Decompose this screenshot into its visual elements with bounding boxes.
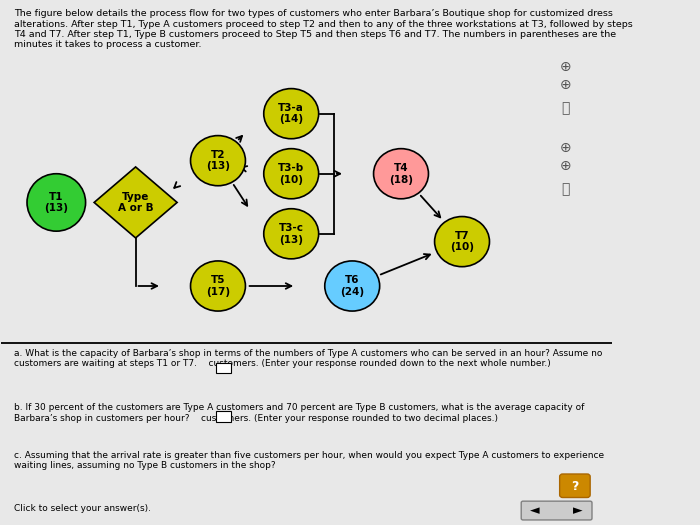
Ellipse shape xyxy=(27,174,85,231)
Ellipse shape xyxy=(264,89,318,139)
Ellipse shape xyxy=(264,209,318,259)
Ellipse shape xyxy=(325,261,379,311)
Text: ◄: ◄ xyxy=(531,504,540,517)
Text: c. Assuming that the arrival rate is greater than five customers per hour, when : c. Assuming that the arrival rate is gre… xyxy=(13,450,603,470)
FancyBboxPatch shape xyxy=(560,474,590,498)
Text: Click to select your answer(s).: Click to select your answer(s). xyxy=(13,504,151,513)
Ellipse shape xyxy=(374,149,428,199)
Text: ⊕: ⊕ xyxy=(560,60,572,74)
Polygon shape xyxy=(94,167,177,238)
Text: T1
(13): T1 (13) xyxy=(44,192,69,213)
Text: a. What is the capacity of Barbara’s shop in terms of the numbers of Type A cust: a. What is the capacity of Barbara’s sho… xyxy=(13,349,602,368)
Text: The figure below details the process flow for two types of customers who enter B: The figure below details the process flo… xyxy=(13,9,632,49)
Text: Type
A or B: Type A or B xyxy=(118,192,153,213)
Text: T5
(17): T5 (17) xyxy=(206,275,230,297)
Ellipse shape xyxy=(190,135,246,186)
Text: T3-c
(13): T3-c (13) xyxy=(279,223,304,245)
Text: T4
(18): T4 (18) xyxy=(389,163,413,184)
Text: T2
(13): T2 (13) xyxy=(206,150,230,172)
Text: b. If 30 percent of the customers are Type A customers and 70 percent are Type B: b. If 30 percent of the customers are Ty… xyxy=(13,404,584,423)
Text: ⧉: ⧉ xyxy=(561,101,570,116)
FancyBboxPatch shape xyxy=(522,501,592,520)
FancyBboxPatch shape xyxy=(216,363,232,373)
Text: ⊕: ⊕ xyxy=(560,159,572,173)
Text: ⧉: ⧉ xyxy=(561,182,570,196)
Ellipse shape xyxy=(190,261,246,311)
Text: ⊕: ⊕ xyxy=(560,141,572,154)
Text: ?: ? xyxy=(571,479,579,492)
Text: T3-b
(10): T3-b (10) xyxy=(278,163,304,184)
Ellipse shape xyxy=(264,149,318,199)
Ellipse shape xyxy=(435,216,489,267)
Text: T3-a
(14): T3-a (14) xyxy=(279,103,304,124)
Text: T7
(10): T7 (10) xyxy=(450,231,474,253)
Text: ⊕: ⊕ xyxy=(560,78,572,92)
FancyBboxPatch shape xyxy=(216,411,232,422)
Text: ►: ► xyxy=(573,504,583,517)
Text: T6
(24): T6 (24) xyxy=(340,275,364,297)
